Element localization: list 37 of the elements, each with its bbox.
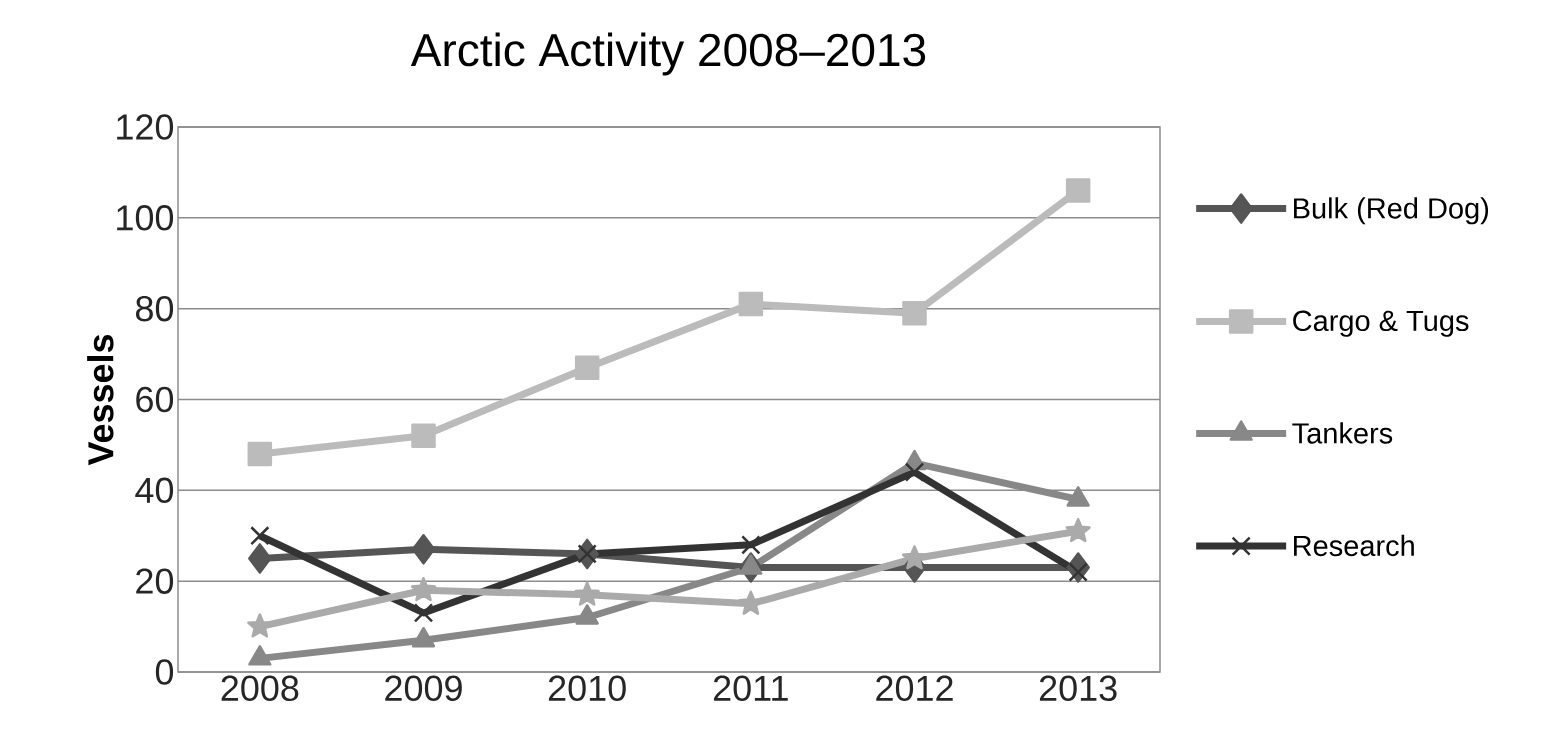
point (1065, 517, 1091, 543)
point (413, 603, 434, 623)
x-tick-label: 2012 (876, 675, 953, 701)
point (574, 355, 600, 380)
y-tick-label: 80 (136, 295, 174, 322)
point (1068, 562, 1088, 582)
point (577, 544, 597, 564)
point (574, 581, 600, 606)
x-tick-label: 2009 (385, 675, 462, 701)
point (411, 423, 436, 449)
point (410, 576, 437, 602)
point (901, 545, 928, 570)
y-axis-title: Vessels (87, 334, 114, 466)
point (248, 543, 272, 574)
point (738, 291, 764, 317)
point (250, 526, 270, 546)
legend-label: Cargo & Tugs (1293, 310, 1469, 337)
legend-label: Bulk (Red Dog) (1294, 197, 1489, 225)
point (411, 534, 436, 565)
y-tick-label: 40 (135, 477, 174, 504)
chart-title: Arctic Activity 2008–2013 (410, 32, 926, 76)
y-tick-label: 0 (155, 659, 174, 685)
x-tick-label: 2010 (548, 675, 626, 701)
point (247, 441, 273, 467)
point (1065, 178, 1091, 203)
x-tick-label: 2011 (713, 675, 788, 701)
y-tick-label: 120 (117, 114, 174, 140)
y-tick-label: 100 (117, 205, 174, 231)
x-tick-label: 2013 (1039, 675, 1117, 701)
point (902, 300, 927, 326)
x-tick-label: 2008 (221, 675, 299, 701)
legend-label: Research (1294, 534, 1414, 557)
y-tick-label: 60 (136, 386, 174, 413)
point (904, 462, 925, 482)
point (741, 535, 761, 555)
y-tick-label: 20 (136, 568, 174, 594)
legend-label: Tankers (1292, 422, 1393, 444)
